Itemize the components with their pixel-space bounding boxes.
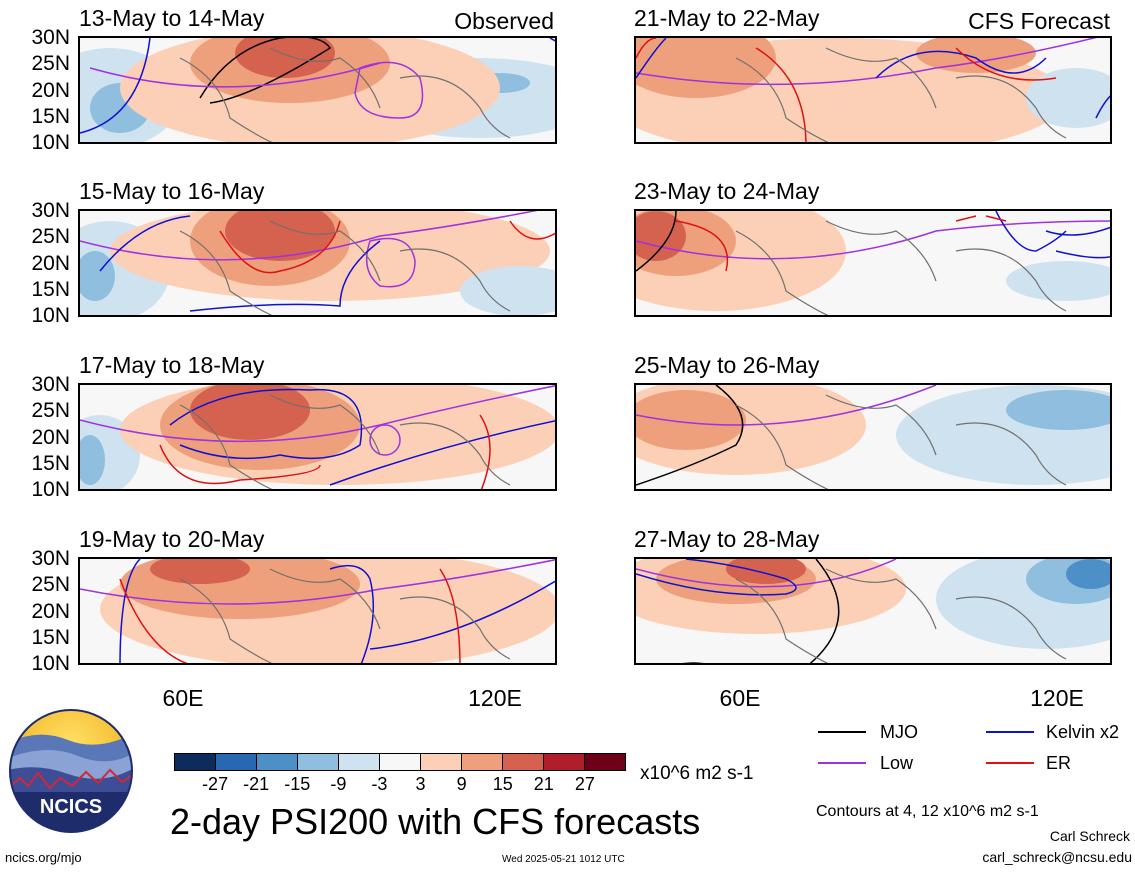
lon-label: 120E [1030,685,1084,711]
map-panel-1 [78,36,557,144]
timestamp: Wed 2025-05-21 1012 UTC [502,854,625,865]
colorbar-tick-label: 9 [456,774,467,794]
legend-low-line [818,762,866,764]
panel-title-8: 27-May to 28-May [634,526,820,552]
colorbar-cell [175,754,216,770]
legend-er: ER [1046,753,1072,773]
colorbar-cell [216,754,257,770]
map-graphic [80,559,555,663]
colorbar-units: x10^6 m2 s-1 [640,763,754,784]
observed-label: Observed [454,8,554,34]
panel-title-3: 17-May to 18-May [79,352,265,378]
colorbar-cell [503,754,544,770]
author-name: Carl Schreck [1049,828,1130,844]
colorbar-tick-label: 15 [492,774,513,794]
lat-label: 10N [31,131,70,154]
map-graphic [636,559,1110,663]
colorbar-cell [339,754,380,770]
lat-label: 10N [31,304,70,327]
lat-label: 15N [31,452,70,475]
lat-label: 15N [31,278,70,301]
lon-label: 60E [162,685,204,711]
colorbar-tick-label: 3 [415,774,426,794]
panel-title-2: 15-May to 16-May [79,178,265,204]
colorbar-tick-label: -9 [330,774,347,794]
map-graphic [636,385,1110,489]
map-graphic [636,38,1110,142]
legend-mjo-line [818,731,866,733]
lat-label: 15N [31,626,70,649]
colorbar-cell [257,754,298,770]
lat-label: 25N [31,225,70,248]
colorbar-tick-label: -21 [243,774,270,794]
colorbar-cell [462,754,503,770]
panel-title-6: 23-May to 24-May [634,178,820,204]
main-title: 2-day PSI200 with CFS forecasts [170,801,701,842]
panel-title-1: 13-May to 14-May [79,5,265,31]
colorbar-cell [544,754,585,770]
lat-label: 30N [31,26,70,49]
lat-label: 25N [31,573,70,596]
colorbar [174,753,626,771]
lat-label: 30N [31,547,70,570]
lat-label: 25N [31,52,70,75]
legend-kelvin: Kelvin x2 [1046,722,1120,742]
map-panel-3 [78,383,557,491]
logo-text: NCICS [40,796,102,818]
legend-er-line [986,762,1034,764]
map-graphic [636,211,1110,315]
cfs-forecast-label: CFS Forecast [968,8,1110,34]
lat-label: 20N [31,252,70,275]
map-panel-8 [634,557,1112,665]
lat-label: 30N [31,373,70,396]
panel-title-5: 21-May to 22-May [634,5,820,31]
colorbar-tick-label: -15 [284,774,311,794]
lat-label: 30N [31,199,70,222]
map-graphic [80,385,555,489]
colorbar-tick-label: 21 [533,774,554,794]
map-graphic [80,211,555,315]
map-panel-5 [634,36,1112,144]
colorbar-cell [421,754,462,770]
colorbar-cell [585,754,625,770]
colorbar-cell [380,754,421,770]
map-panel-4 [78,557,557,665]
legend-mjo: MJO [880,722,918,742]
colorbar-tick-label: -3 [371,774,388,794]
map-panel-7 [634,383,1112,491]
lat-label: 10N [31,478,70,501]
website-link[interactable]: ncics.org/mjo [5,850,82,865]
lon-label: 60E [719,685,761,711]
map-graphic [80,38,555,142]
colorbar-tick-label: 27 [574,774,595,794]
contour-note: Contours at 4, 12 x10^6 m2 s-1 [816,803,1039,820]
ncics-logo: NCICS [8,708,134,834]
lon-label: 120E [468,685,522,711]
map-panel-6 [634,209,1112,317]
legend-low: Low [880,753,914,773]
lat-label: 20N [31,426,70,449]
colorbar-cell [298,754,339,770]
panel-title-7: 25-May to 26-May [634,352,820,378]
lat-label: 15N [31,105,70,128]
map-panel-2 [78,209,557,317]
lat-label: 20N [31,600,70,623]
legend-kelvin-line [986,731,1034,733]
lat-label: 25N [31,399,70,422]
lat-label: 10N [31,652,70,675]
author-email: carl_schreck@ncsu.edu [982,849,1132,865]
panel-title-4: 19-May to 20-May [79,526,265,552]
colorbar-tick-label: -27 [202,774,229,794]
lat-label: 20N [31,79,70,102]
